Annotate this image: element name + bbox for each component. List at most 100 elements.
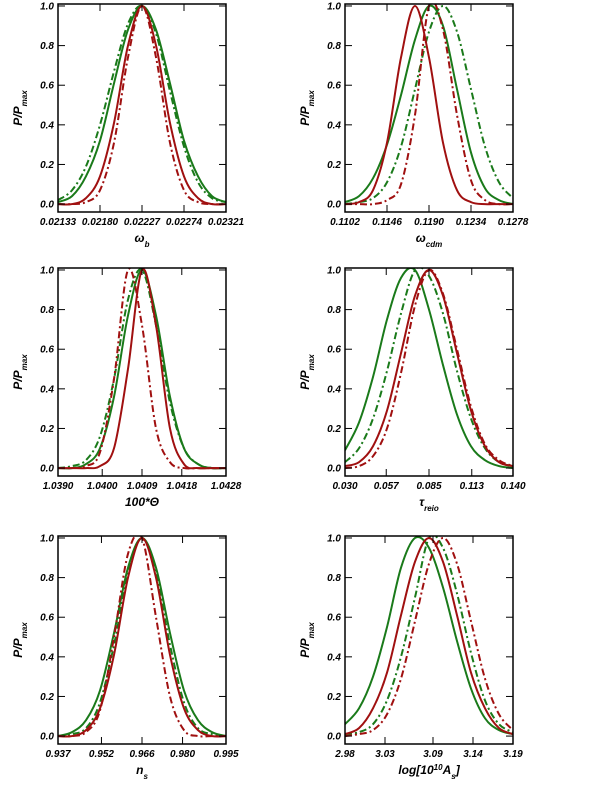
- label-part: P/P: [298, 105, 312, 125]
- x-axis-label: ns: [136, 763, 148, 781]
- y-axis-label: P/Pmax: [298, 90, 316, 126]
- y-tick-label: 0.0: [40, 464, 54, 475]
- label-part: ω: [135, 231, 145, 245]
- label-part: max: [307, 354, 316, 371]
- y-tick-label: 0.8: [327, 41, 341, 52]
- curve: [345, 536, 513, 738]
- x-tick-label: 0.1234: [456, 217, 487, 228]
- y-tick-label: 1.0: [40, 533, 54, 544]
- x-axis-label: log[1010As]: [398, 763, 460, 781]
- x-tick-label: 3.03: [375, 749, 395, 760]
- y-tick-label: 0.2: [40, 424, 54, 435]
- curve: [345, 536, 513, 736]
- y-tick-label: 0.2: [327, 424, 341, 435]
- label-part: max: [20, 90, 29, 107]
- x-tick-label: 0.140: [500, 481, 525, 492]
- label-part: s: [451, 772, 456, 781]
- y-axis-label: P/Pmax: [11, 354, 29, 390]
- plot-frame: [57, 267, 227, 477]
- plot-frame: [344, 267, 514, 477]
- panel: 0.0 0.2 0.4 0.6 0.8 1.0 0.937 0.952 0.966 0.980 0.…: [11, 533, 239, 780]
- y-tick-label: 0.6: [40, 345, 54, 356]
- y-tick-label: 0.0: [327, 464, 341, 475]
- x-tick-label: 0.995: [213, 749, 238, 760]
- y-tick-label: 1.0: [40, 265, 54, 276]
- label-part: 10: [434, 763, 443, 772]
- label-part: n: [136, 763, 143, 777]
- curve: [58, 268, 226, 470]
- x-tick-label: 0.057: [374, 481, 399, 492]
- y-axis-label: P/Pmax: [298, 622, 316, 658]
- label-part: max: [307, 90, 316, 107]
- y-tick-label: 0.6: [327, 613, 341, 624]
- x-tick-label: 0.02180: [82, 217, 119, 228]
- x-tick-label: 0.02274: [166, 217, 203, 228]
- label-part: A: [442, 763, 452, 777]
- label-part: P/P: [11, 369, 25, 389]
- panel: 0.0 0.2 0.4 0.6 0.8 1.0 2.98 3.03 3.09 3.14 3.19 lo…: [298, 533, 523, 780]
- y-tick-label: 0.2: [327, 160, 341, 171]
- y-tick-label: 0.6: [40, 81, 54, 92]
- panel: 0.0 0.2 0.4 0.6 0.8 1.0 0.030 0.057 0.085 0.113 0.…: [298, 265, 526, 512]
- x-tick-label: 0.937: [45, 749, 70, 760]
- y-axis-label: P/Pmax: [298, 354, 316, 390]
- x-axis-label: 100*Θ: [125, 495, 160, 509]
- y-tick-label: 1.0: [327, 265, 341, 276]
- plot-frame: [344, 3, 514, 213]
- x-axis-label: ωcdm: [416, 231, 442, 249]
- label-part: 100*Θ: [125, 495, 160, 509]
- x-tick-label: 0.1146: [372, 217, 402, 228]
- y-tick-label: 0.4: [327, 652, 341, 663]
- curve: [58, 268, 226, 470]
- label-part: max: [20, 622, 29, 639]
- y-tick-label: 0.8: [40, 41, 54, 52]
- panel: 0.0 0.2 0.4 0.6 0.8 1.0 1.0390 1.0400 1.0409 1.04…: [11, 265, 242, 509]
- y-tick-label: 1.0: [327, 533, 341, 544]
- y-tick-label: 0.0: [40, 200, 54, 211]
- label-part: reio: [424, 504, 439, 513]
- curve: [345, 268, 513, 468]
- x-tick-label: 0.1278: [498, 217, 529, 228]
- x-tick-label: 1.0418: [166, 481, 197, 492]
- x-tick-label: 0.966: [129, 749, 154, 760]
- y-tick-label: 0.4: [327, 384, 341, 395]
- label-part: max: [20, 354, 29, 371]
- x-tick-label: 0.085: [416, 481, 441, 492]
- label-part: P/P: [298, 369, 312, 389]
- x-tick-label: 0.113: [460, 481, 485, 492]
- y-tick-label: 0.0: [327, 200, 341, 211]
- y-tick-label: 0.8: [327, 305, 341, 316]
- x-tick-label: 1.0428: [211, 481, 242, 492]
- x-axis-label: τreio: [419, 495, 439, 513]
- curve: [58, 268, 226, 470]
- y-tick-label: 0.6: [327, 81, 341, 92]
- label-part: max: [307, 622, 316, 639]
- label-part: P/P: [11, 105, 25, 125]
- x-tick-label: 3.19: [503, 749, 523, 760]
- curve: [345, 4, 513, 206]
- panel: 0.0 0.2 0.4 0.6 0.8 1.0 0.02133 0.02180 0.02227 0…: [11, 1, 245, 248]
- y-tick-label: 1.0: [40, 1, 54, 12]
- y-tick-label: 0.4: [40, 384, 54, 395]
- y-tick-label: 0.6: [40, 613, 54, 624]
- x-tick-label: 3.14: [463, 749, 483, 760]
- y-axis-label: P/Pmax: [11, 622, 29, 658]
- curve: [345, 268, 513, 470]
- y-axis-label: P/Pmax: [11, 90, 29, 126]
- label-part: b: [145, 240, 150, 249]
- curve: [58, 536, 226, 738]
- curve: [345, 4, 513, 206]
- label-part: ]: [454, 763, 461, 777]
- x-axis-label: ωb: [135, 231, 150, 249]
- curve: [58, 536, 226, 738]
- label-part: cdm: [426, 240, 442, 249]
- panel: 0.0 0.2 0.4 0.6 0.8 1.0 0.1102 0.1146 0.1190 0.12…: [298, 1, 529, 248]
- label-part: τ: [419, 495, 425, 509]
- x-tick-label: 0.1190: [414, 217, 444, 228]
- x-tick-label: 0.030: [332, 481, 357, 492]
- y-tick-label: 0.6: [327, 345, 341, 356]
- curve: [58, 4, 226, 206]
- y-tick-label: 0.8: [40, 573, 54, 584]
- x-tick-label: 3.09: [423, 749, 443, 760]
